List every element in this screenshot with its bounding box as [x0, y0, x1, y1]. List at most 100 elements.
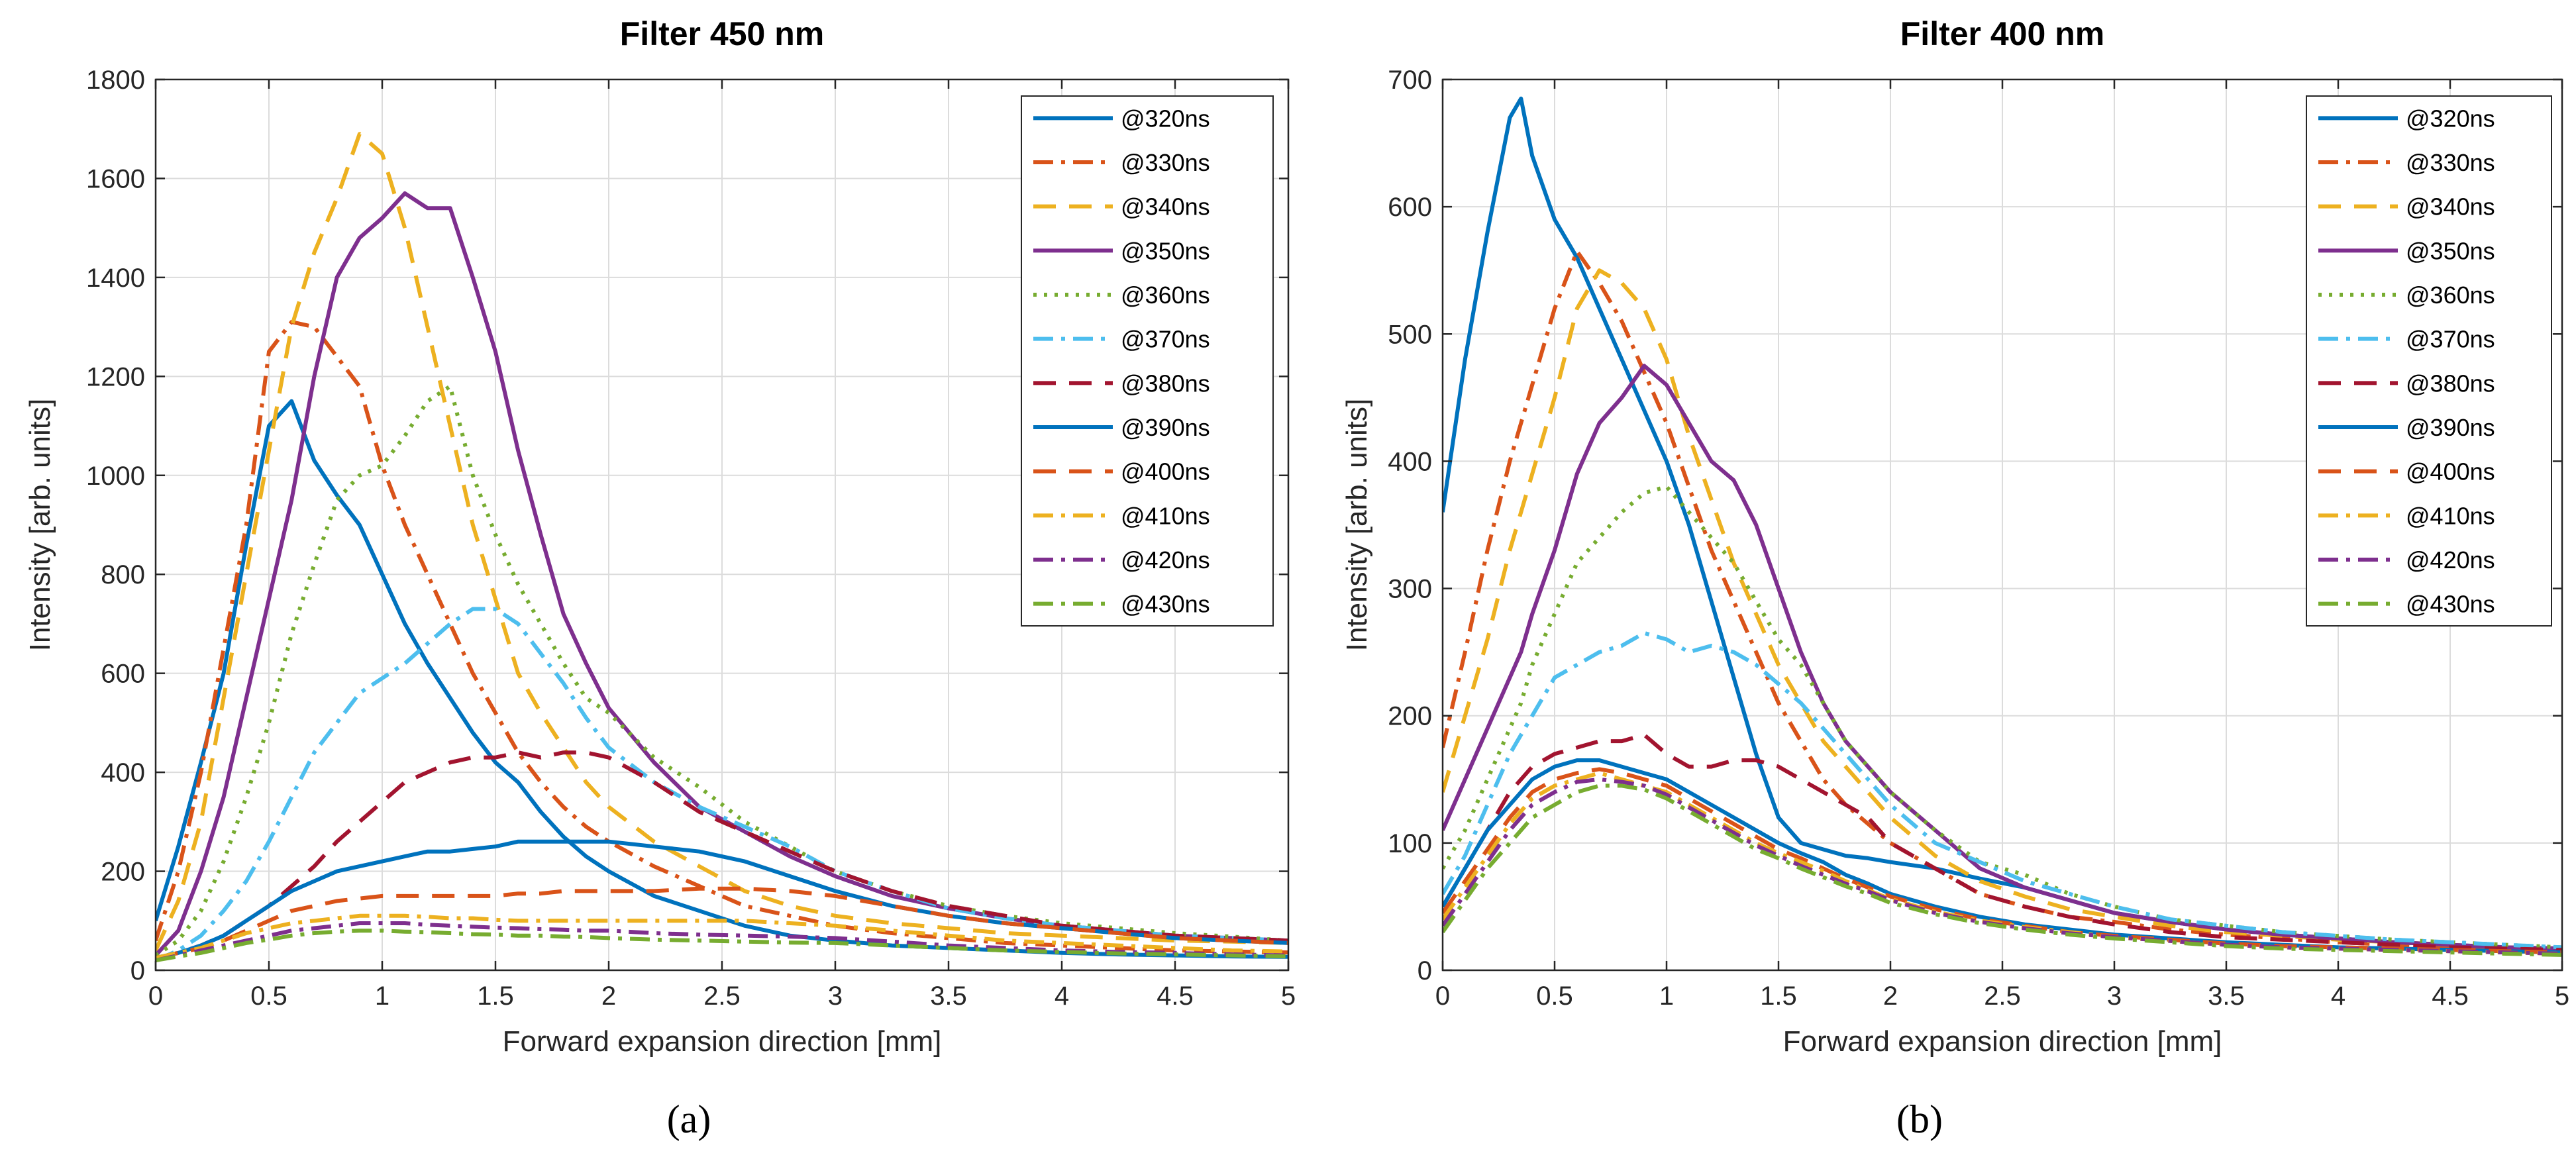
y-tick-label: 400	[101, 758, 145, 787]
y-tick-label: 700	[1388, 66, 1432, 95]
legend-entry-label: @380ns	[2406, 370, 2495, 397]
y-tick-label: 400	[1388, 447, 1432, 476]
x-tick-label: 4.5	[2432, 982, 2469, 1011]
legend-entry-label: @340ns	[1121, 193, 1210, 221]
series-line-350ns	[156, 191, 1288, 957]
y-tick-label: 600	[1388, 193, 1432, 222]
figure-caption: (b)	[1896, 1097, 1943, 1141]
y-tick-label: 800	[101, 560, 145, 589]
x-tick-label: 0	[1435, 982, 1450, 1011]
series-line-430ns	[156, 929, 1288, 963]
x-tick-label: 1	[375, 982, 389, 1011]
series-line-420ns	[1443, 777, 2562, 956]
y-tick-label: 200	[1388, 702, 1432, 731]
series-line-420ns	[156, 921, 1288, 963]
legend-entry-label: @320ns	[1121, 105, 1210, 132]
x-tick-label: 0	[148, 982, 163, 1011]
x-tick-label: 2.5	[1984, 982, 2021, 1011]
chart-title: Filter 450 nm	[620, 15, 824, 52]
legend-entry-label: @380ns	[1121, 370, 1210, 397]
legend-entry-label: @420ns	[1121, 546, 1210, 574]
legend-entry-label: @370ns	[1121, 326, 1210, 353]
x-tick-label: 1	[1659, 982, 1674, 1011]
series-line-330ns	[1443, 249, 2562, 952]
legend-entry-label: @350ns	[1121, 237, 1210, 264]
series-line-400ns	[156, 886, 1288, 960]
y-tick-label: 500	[1388, 320, 1432, 349]
x-tick-label: 1.5	[1760, 982, 1797, 1011]
series-line-410ns	[1443, 771, 2562, 956]
y-tick-label: 600	[101, 660, 145, 689]
x-tick-label: 4	[2331, 982, 2345, 1011]
legend-entry-label: @420ns	[2406, 546, 2495, 574]
x-tick-label: 3.5	[2208, 982, 2245, 1011]
legend-entry-label: @370ns	[2406, 326, 2495, 353]
legend-entry-label: @410ns	[1121, 502, 1210, 529]
y-tick-label: 1200	[86, 362, 145, 391]
legend: @320ns @330ns @340ns @350ns @360ns @370ns @380…	[2306, 95, 2552, 627]
x-tick-label: 5	[2555, 982, 2569, 1011]
x-tick-label: 4	[1055, 982, 1069, 1011]
x-tick-label: 3	[2107, 982, 2122, 1011]
y-tick-label: 100	[1388, 829, 1432, 858]
legend-entry-label: @320ns	[2406, 105, 2495, 132]
x-tick-label: 2	[1883, 982, 1898, 1011]
series-line-430ns	[1443, 783, 2562, 957]
y-tick-label: 300	[1388, 575, 1432, 604]
x-tick-label: 1.5	[477, 982, 514, 1011]
x-tick-label: 4.5	[1157, 982, 1194, 1011]
y-tick-label: 1800	[86, 66, 145, 95]
x-axis-label: Forward expansion direction [mm]	[503, 1025, 942, 1058]
y-tick-label: 200	[101, 858, 145, 887]
y-axis-label: Intensity [arb. units]	[24, 399, 56, 652]
legend-entry-label: @330ns	[1121, 149, 1210, 176]
chart-title: Filter 400 nm	[1900, 15, 2104, 52]
legend-entry-label: @340ns	[2406, 193, 2495, 221]
series-line-380ns	[1443, 732, 2562, 952]
y-tick-label: 1400	[86, 264, 145, 293]
series-line-400ns	[1443, 767, 2562, 955]
x-tick-label: 2	[601, 982, 616, 1011]
legend-entry-label: @410ns	[2406, 502, 2495, 529]
y-axis-label: Intensity [arb. units]	[1341, 399, 1373, 652]
legend-entry-label: @400ns	[1121, 458, 1210, 485]
series-group	[156, 132, 1288, 963]
x-tick-label: 0.5	[1536, 982, 1573, 1011]
series-line-370ns	[1443, 630, 2562, 950]
series-line-340ns	[156, 132, 1288, 952]
x-tick-label: 2.5	[703, 982, 741, 1011]
series-line-410ns	[156, 913, 1288, 960]
legend-entry-label: @390ns	[2406, 414, 2495, 441]
legend-entry-label: @390ns	[1121, 414, 1210, 441]
legend-entry-label: @330ns	[2406, 149, 2495, 176]
legend: @320ns @330ns @340ns @350ns @360ns @370ns @380…	[1021, 95, 1274, 627]
legend-box	[2306, 95, 2552, 627]
chart-panel-a: 0 0.5 1 1.5 2 2.5 3 3.5 4 4.5 5 0 200 400 600 800 1000 12…	[24, 15, 1296, 1141]
legend-entry-label: @430ns	[1121, 591, 1210, 618]
legend-entry-label: @430ns	[2406, 591, 2495, 618]
y-tick-label: 1000	[86, 462, 145, 491]
y-tick-label: 1600	[86, 164, 145, 193]
series-line-360ns	[1443, 484, 2562, 950]
series-line-380ns	[156, 750, 1288, 960]
y-tick-label: 0	[130, 956, 145, 985]
figure-caption: (a)	[667, 1097, 711, 1141]
legend-box	[1021, 95, 1274, 627]
x-tick-label: 0.5	[250, 982, 287, 1011]
x-tick-label: 5	[1281, 982, 1296, 1011]
series-line-350ns	[1443, 364, 2562, 951]
x-axis-label: Forward expansion direction [mm]	[1783, 1025, 2222, 1058]
ticks: 0 0.5 1 1.5 2 2.5 3 3.5 4 4.5 5 0 200 400 600 800 1000 12…	[86, 66, 1296, 1011]
x-tick-label: 3	[828, 982, 843, 1011]
y-tick-label: 0	[1417, 956, 1432, 985]
x-tick-label: 3.5	[930, 982, 967, 1011]
ticks: 0 0.5 1 1.5 2 2.5 3 3.5 4 4.5 5 0 100 200 300 400 500 600…	[1388, 66, 2569, 1011]
series-line-340ns	[1443, 268, 2562, 951]
legend-entry-label: @350ns	[2406, 237, 2495, 264]
chart-panel-b: 0 0.5 1 1.5 2 2.5 3 3.5 4 4.5 5 0 100 200 300 400 500 600…	[1341, 15, 2569, 1141]
legend-entry-label: @360ns	[1121, 281, 1210, 309]
legend-entry-label: @360ns	[2406, 281, 2495, 309]
series-group	[1443, 96, 2562, 957]
legend-entry-label: @400ns	[2406, 458, 2495, 485]
